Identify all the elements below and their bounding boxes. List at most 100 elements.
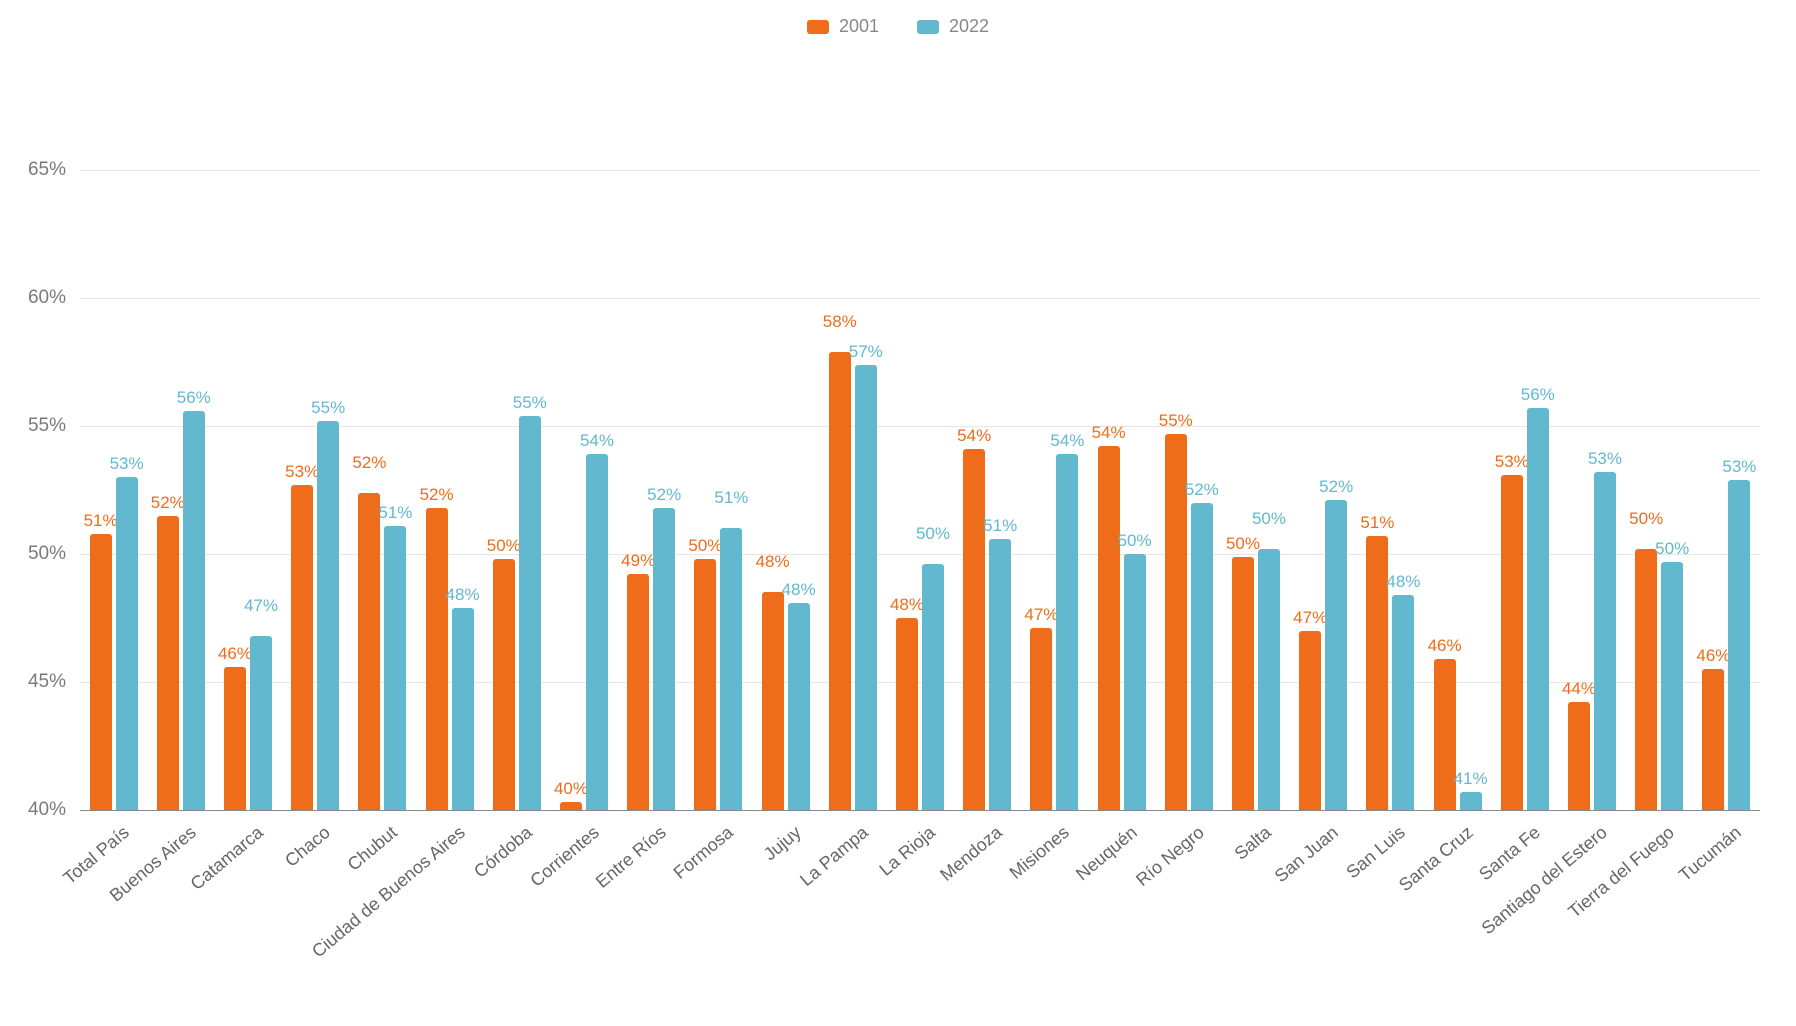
bar-2001[interactable]: 52% (157, 516, 179, 810)
bar-value-label: 52% (151, 493, 185, 516)
legend-label-2001: 2001 (839, 16, 879, 37)
bar-2022[interactable]: 55% (519, 416, 541, 810)
bar-2001[interactable]: 55% (1165, 434, 1187, 810)
x-tick-label: Misiones (1006, 822, 1074, 884)
bar-2001[interactable]: 54% (1098, 446, 1120, 810)
bar-value-label: 40% (554, 779, 588, 802)
bar-2001[interactable]: 49% (627, 574, 649, 810)
bar-group: 46%53% (1693, 170, 1760, 810)
bar-value-label: 50% (916, 524, 950, 564)
bar-group: 53%55% (282, 170, 349, 810)
bar-2022[interactable]: 52% (1191, 503, 1213, 810)
bar-value-label: 57% (849, 342, 883, 365)
bar-2001[interactable]: 52% (426, 508, 448, 810)
bar-2022[interactable]: 50% (1124, 554, 1146, 810)
y-tick-label: 65% (28, 159, 66, 181)
bar-group: 48%48% (752, 170, 819, 810)
bar-2022[interactable]: 55% (317, 421, 339, 810)
bar-2001[interactable]: 46% (224, 667, 246, 810)
bar-2022[interactable]: 54% (586, 454, 608, 810)
bar-2022[interactable]: 56% (1527, 408, 1549, 810)
bar-2001[interactable]: 48% (762, 592, 784, 810)
bar-2001[interactable]: 58% (829, 352, 851, 810)
bar-2022[interactable]: 57% (855, 365, 877, 810)
gridline (80, 810, 1760, 811)
bar-2022[interactable]: 56% (183, 411, 205, 810)
bar-value-label: 50% (1252, 509, 1286, 549)
bar-value-label: 47% (244, 596, 278, 636)
bar-value-label: 50% (1655, 539, 1689, 562)
bar-value-label: 54% (580, 431, 614, 454)
legend-item-2022[interactable]: 2022 (917, 16, 989, 37)
bar-value-label: 48% (1386, 572, 1420, 595)
bar-2022[interactable]: 48% (452, 608, 474, 810)
bar-value-label: 47% (1293, 608, 1327, 631)
bar-value-label: 55% (513, 393, 547, 416)
bar-group: 46%41% (1424, 170, 1491, 810)
bar-2001[interactable]: 51% (90, 534, 112, 810)
bar-2001[interactable]: 53% (1501, 475, 1523, 810)
bar-value-label: 52% (647, 485, 681, 508)
bar-value-label: 54% (1092, 423, 1126, 446)
bar-value-label: 56% (1521, 385, 1555, 408)
bar-value-label: 52% (1185, 480, 1219, 503)
bar-2001[interactable]: 53% (291, 485, 313, 810)
bar-group: 50%51% (685, 170, 752, 810)
bar-2022[interactable]: 54% (1056, 454, 1078, 810)
y-tick-label: 45% (28, 671, 66, 693)
bar-2001[interactable]: 40% (560, 802, 582, 810)
bar-2001[interactable]: 54% (963, 449, 985, 810)
bar-2022[interactable]: 50% (1258, 549, 1280, 810)
x-tick-label: Formosa (670, 822, 738, 884)
bar-2022[interactable]: 48% (1392, 595, 1414, 810)
bar-value-label: 54% (1050, 431, 1084, 454)
bar-group: 46%47% (214, 170, 281, 810)
bar-2001[interactable]: 51% (1366, 536, 1388, 810)
bar-2022[interactable]: 52% (653, 508, 675, 810)
bar-value-label: 55% (1159, 411, 1193, 434)
bar-value-label: 55% (311, 398, 345, 421)
x-tick-label: La Pampa (796, 822, 872, 891)
bar-2022[interactable]: 47% (250, 636, 272, 810)
y-tick-label: 60% (28, 287, 66, 309)
bars-layer: 51%53%52%56%46%47%53%55%52%51%52%48%50%5… (80, 170, 1760, 810)
bar-value-label: 52% (352, 453, 386, 493)
bar-value-label: 44% (1562, 679, 1596, 702)
bar-2022[interactable]: 53% (1728, 480, 1750, 810)
bar-2022[interactable]: 51% (384, 526, 406, 810)
bar-2022[interactable]: 53% (116, 477, 138, 810)
bar-2001[interactable]: 50% (1232, 557, 1254, 810)
bar-value-label: 51% (714, 488, 748, 528)
bar-group: 52%56% (147, 170, 214, 810)
bar-2001[interactable]: 48% (896, 618, 918, 810)
bar-2001[interactable]: 50% (1635, 549, 1657, 810)
bar-2022[interactable]: 41% (1460, 792, 1482, 810)
bar-2001[interactable]: 52% (358, 493, 380, 810)
bar-2022[interactable]: 52% (1325, 500, 1347, 810)
bar-group: 51%53% (80, 170, 147, 810)
x-tick-label: Corrientes (526, 822, 603, 891)
legend-item-2001[interactable]: 2001 (807, 16, 879, 37)
bar-2001[interactable]: 50% (493, 559, 515, 810)
bar-2001[interactable]: 46% (1702, 669, 1724, 810)
bar-2022[interactable]: 51% (720, 528, 742, 810)
bar-2022[interactable]: 51% (989, 539, 1011, 810)
bar-group: 47%54% (1021, 170, 1088, 810)
bar-group: 58%57% (819, 170, 886, 810)
bar-2001[interactable]: 47% (1299, 631, 1321, 810)
bar-2022[interactable]: 50% (922, 564, 944, 810)
bar-2001[interactable]: 44% (1568, 702, 1590, 810)
bar-group: 54%50% (1088, 170, 1155, 810)
bar-value-label: 54% (957, 426, 991, 449)
bar-2022[interactable]: 48% (788, 603, 810, 810)
bar-2001[interactable]: 46% (1434, 659, 1456, 810)
bar-value-label: 41% (1454, 769, 1488, 792)
bar-2001[interactable]: 47% (1030, 628, 1052, 810)
bar-2022[interactable]: 53% (1594, 472, 1616, 810)
bar-value-label: 53% (285, 462, 319, 485)
bar-group: 50%50% (1626, 170, 1693, 810)
bar-2001[interactable]: 50% (694, 559, 716, 810)
bar-group: 49%52% (618, 170, 685, 810)
bar-2022[interactable]: 50% (1661, 562, 1683, 810)
bar-value-label: 50% (487, 536, 521, 559)
